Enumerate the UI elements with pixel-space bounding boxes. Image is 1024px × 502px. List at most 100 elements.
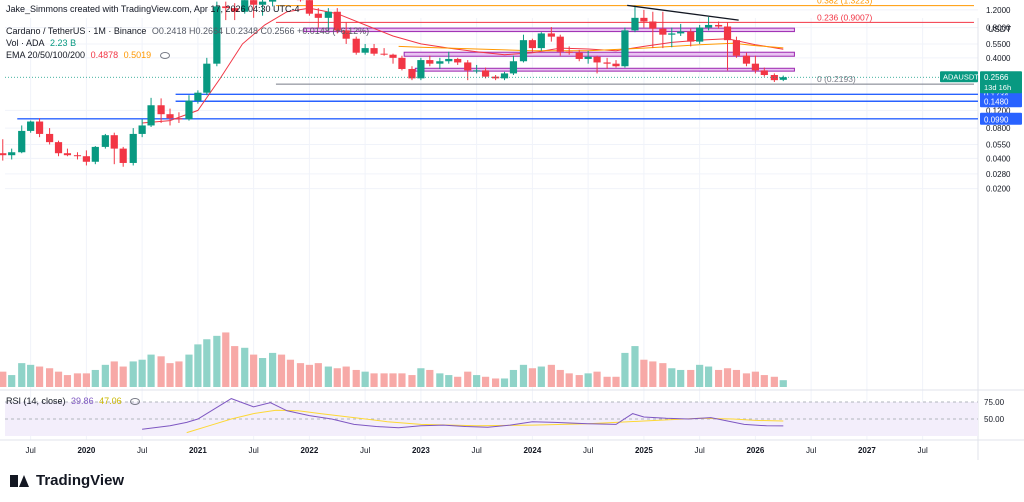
rsi-panel: [5, 398, 978, 436]
candle-body: [500, 73, 509, 79]
support-price-label: 0.1480: [984, 98, 1009, 107]
visibility-icon[interactable]: [130, 398, 141, 406]
volume-bar: [250, 354, 258, 387]
last-price-flag: [980, 71, 1022, 94]
volume-bar: [129, 361, 137, 387]
volume-bar: [0, 371, 7, 387]
volume-bar: [203, 339, 211, 387]
candle-body: [389, 54, 397, 58]
volume-bar: [342, 366, 350, 387]
time-axis-label: Jul: [695, 446, 705, 455]
candle-body: [213, 6, 221, 64]
candle-body: [203, 63, 211, 93]
candle-body: [231, 8, 239, 12]
candle-body: [185, 100, 193, 120]
time-axis-label: 2021: [189, 446, 207, 455]
volume-bar: [157, 356, 165, 387]
candle-body: [361, 48, 369, 53]
volume-bar: [175, 361, 183, 387]
volume-bar: [63, 375, 72, 387]
candle-body: [677, 31, 685, 34]
volume-bar: [213, 335, 221, 387]
price-axis-label: 0.0200: [986, 185, 1011, 194]
volume-bar: [370, 373, 378, 387]
ema-label: EMA 20/50/100/200: [6, 50, 86, 60]
candle-body: [54, 142, 63, 154]
candle-body: [305, 0, 313, 14]
countdown-label: 13d 16h: [984, 83, 1011, 92]
volume-bar: [408, 375, 416, 387]
candle-body: [269, 0, 277, 2]
candle-body: [101, 135, 109, 147]
volume-bar: [314, 363, 322, 387]
volume-bar: [277, 354, 286, 387]
symbol-name: Cardano / TetherUS · 1M · Binance: [6, 26, 147, 36]
volume-bar: [258, 358, 267, 387]
candle-body: [770, 75, 778, 81]
price-axis: 75.0050.00USDT2.50001.70001.20000.80000.…: [984, 6, 1011, 424]
volume-bar: [593, 371, 601, 387]
ohlc-values: O0.2418 H0.2664 L0.2348 C0.2566 +0.0148 …: [151, 26, 370, 36]
volume-bar: [296, 363, 305, 387]
volume-bar: [751, 371, 759, 387]
candle-body: [370, 48, 378, 54]
volume-bar: [481, 376, 490, 387]
support-price-label: 0.0990: [984, 115, 1009, 124]
volume-bar: [760, 375, 768, 387]
volume-bar: [621, 352, 629, 387]
ema20-value: 0.4878: [90, 50, 119, 60]
candle-body: [35, 121, 44, 134]
tradingview-logo[interactable]: TradingView: [10, 472, 124, 489]
price-axis-label: 1.2000: [986, 6, 1011, 15]
candle-body: [258, 1, 267, 5]
visibility-icon[interactable]: [159, 52, 170, 60]
ema-legend: EMA 20/50/100/200 0.4878 0.5019: [6, 50, 170, 60]
candle-body: [18, 130, 26, 153]
fib-level-label: 0.236 (0.9007): [817, 12, 872, 22]
candle-body: [612, 63, 620, 67]
volume-bar: [82, 373, 90, 387]
price-axis-label: 0.5500: [986, 40, 1011, 49]
volume-bar: [380, 373, 388, 387]
candle-body: [732, 40, 741, 56]
volume-bar: [91, 369, 99, 387]
rsi-label: RSI (14, close): [6, 396, 66, 406]
volume-bar: [659, 363, 667, 387]
volume-bar: [584, 373, 592, 387]
volume-bar: [436, 373, 444, 387]
volume-bar: [770, 376, 778, 387]
candle-body: [751, 63, 759, 71]
candle-body: [333, 11, 341, 31]
candle-body: [0, 153, 7, 156]
candle-body: [222, 6, 230, 9]
candle-body: [241, 0, 249, 12]
candle-body: [621, 30, 629, 67]
candle-body: [27, 121, 35, 131]
rsi-ma-value: 47.06: [99, 396, 122, 406]
candle-body: [194, 92, 202, 101]
consolidation-zone: [414, 67, 795, 72]
rsi-line: [142, 398, 784, 430]
candle-body: [82, 156, 90, 162]
time-axis: Jul 2020 Jul 2021 Jul 2022 Jul 2023 Jul 2024 Jul 20…: [26, 446, 928, 455]
time-axis-label: Jul: [472, 446, 482, 455]
volume-bar: [445, 375, 453, 387]
volume-bar: [194, 344, 202, 387]
candle-body: [687, 31, 695, 42]
fib-level-label: 0 (0.2193): [817, 74, 856, 84]
volume-bar: [537, 366, 545, 387]
volume-bar: [333, 368, 341, 387]
candle-body: [454, 58, 462, 63]
candle-body: [426, 60, 434, 64]
volume-bar: [54, 371, 63, 387]
volume-legend: Vol · ADA 2.23 B: [6, 38, 79, 48]
ema50-line: [398, 42, 784, 52]
candle-body: [46, 133, 54, 143]
candle-body: [408, 68, 416, 79]
rsi-axis-label: 75.00: [984, 398, 1005, 407]
time-axis-label: Jul: [583, 446, 593, 455]
fib-level-label: 0.382 (1.3223): [817, 0, 872, 6]
volume-bar: [426, 369, 434, 387]
